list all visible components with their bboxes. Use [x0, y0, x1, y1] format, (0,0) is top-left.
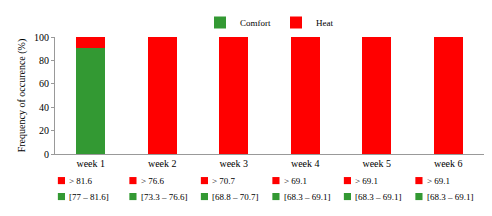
svg-text:[68.3 – 69.1]: [68.3 – 69.1]	[284, 192, 331, 202]
svg-text:[77 – 81.6]: [77 – 81.6]	[69, 192, 109, 202]
svg-text:week 2: week 2	[148, 158, 177, 169]
svg-text:> 69.1: > 69.1	[284, 176, 307, 186]
svg-text:Frequency of occurence (%): Frequency of occurence (%)	[16, 39, 28, 153]
svg-text:[73.3 – 76.6]: [73.3 – 76.6]	[141, 192, 188, 202]
svg-text:week 6: week 6	[434, 158, 463, 169]
svg-text:[68.8 – 70.7]: [68.8 – 70.7]	[212, 192, 259, 202]
svg-text:week 5: week 5	[362, 158, 391, 169]
svg-text:80: 80	[39, 55, 49, 66]
svg-text:> 81.6: > 81.6	[69, 176, 93, 186]
svg-text:40: 40	[39, 102, 49, 113]
svg-text:> 69.1: > 69.1	[427, 176, 450, 186]
svg-text:week 4: week 4	[291, 158, 320, 169]
svg-text:20: 20	[39, 125, 49, 136]
svg-text:Comfort: Comfort	[240, 18, 271, 28]
svg-text:week 1: week 1	[76, 158, 105, 169]
svg-text:> 69.1: > 69.1	[355, 176, 378, 186]
svg-text:week 3: week 3	[219, 158, 248, 169]
svg-text:> 70.7: > 70.7	[212, 176, 236, 186]
svg-text:100: 100	[34, 32, 49, 43]
svg-text:> 76.6: > 76.6	[141, 176, 165, 186]
svg-text:[68.3 – 69.1]: [68.3 – 69.1]	[427, 192, 474, 202]
svg-text:Heat: Heat	[316, 18, 333, 28]
svg-text:0: 0	[44, 149, 49, 160]
svg-text:[68.3 – 69.1]: [68.3 – 69.1]	[355, 192, 402, 202]
svg-text:60: 60	[39, 78, 49, 89]
